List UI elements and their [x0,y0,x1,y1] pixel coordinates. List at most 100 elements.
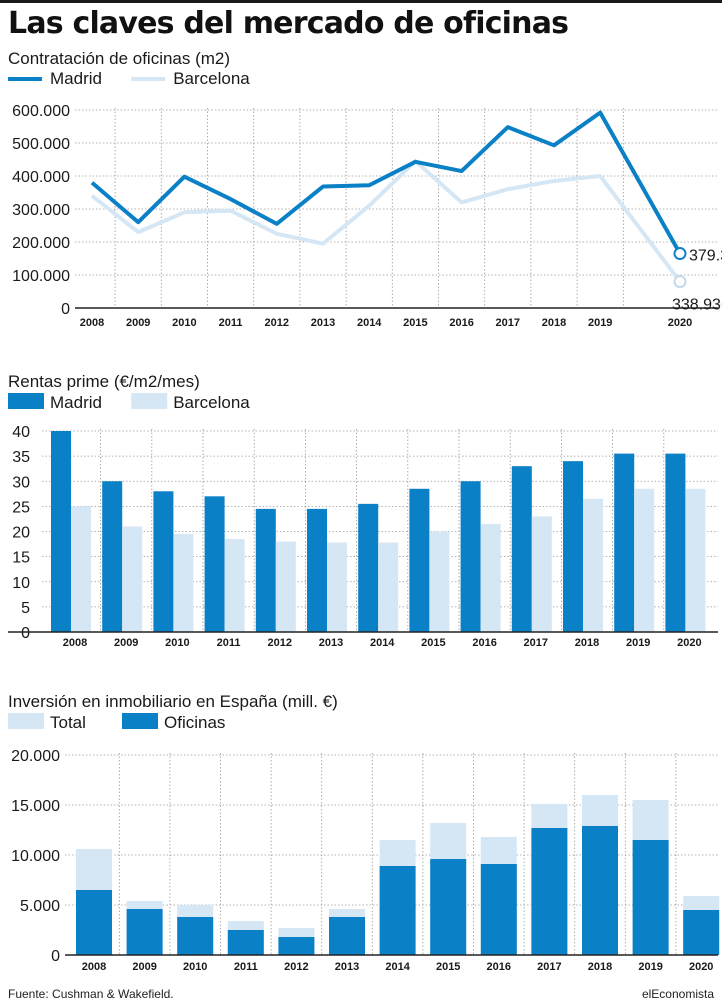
chart-title: Rentas prime (€/m2/mes) [8,372,200,391]
x-tick-label: 2017 [496,317,520,329]
bar-barcelona [583,498,603,632]
source-note: Fuente: Cushman & Wakefield. [8,987,174,1001]
x-tick-label: 2011 [217,637,241,649]
x-tick-label: 2016 [472,637,496,649]
y-tick-label: 15.000 [11,798,60,815]
bar-barcelona [71,506,91,632]
x-tick-label: 2018 [588,961,612,973]
chart-title: Inversión en inmobiliario en España (mil… [8,692,338,711]
y-tick-label: 0 [21,625,30,642]
bar-oficinas [430,859,467,955]
y-tick-label: 100.000 [12,268,70,285]
bar-barcelona [531,516,552,632]
y-tick-label: 20 [12,525,30,542]
x-tick-label: 2008 [80,317,104,329]
legend-swatch [8,713,44,729]
bar-oficinas [329,917,365,955]
bar-barcelona [634,488,655,632]
bar-oficinas [177,917,214,955]
y-tick-label: 20.000 [11,748,60,765]
bar-oficinas [683,910,720,955]
bar-barcelona [224,539,245,632]
y-tick-label: 0 [51,948,60,965]
x-tick-label: 2020 [677,637,701,649]
series-line-madrid [90,110,682,255]
y-tick-label: 5 [21,600,30,617]
bar-madrid [511,466,532,632]
y-tick-label: 400.000 [12,169,70,186]
y-tick-label: 25 [12,499,30,516]
y-tick-label: 200.000 [12,235,70,252]
y-tick-label: 600.000 [12,103,70,120]
bar-barcelona [275,541,296,632]
y-tick-label: 40 [12,424,30,441]
x-tick-label: 2008 [63,637,87,649]
x-tick-label: 2015 [403,317,427,329]
x-tick-label: 2010 [172,317,196,329]
x-tick-label: 2015 [436,961,460,973]
chart-title: Contratación de oficinas (m2) [8,49,230,68]
page-title: Las claves del mercado de oficinas [8,6,569,41]
end-value-label: 338.936,4 [672,297,722,314]
y-tick-label: 15 [12,550,30,567]
bar-madrid [307,508,327,632]
bar-madrid [102,481,123,632]
x-tick-label: 2012 [268,637,292,649]
legend-label: Barcelona [173,393,250,412]
charts-canvas: Contratación de oficinas (m2)Madrid Barce… [8,49,722,973]
bar-madrid [563,461,583,632]
bar-oficinas [227,930,264,955]
legend-label: Madrid [50,69,102,88]
x-tick-label: 2010 [183,961,207,973]
x-tick-label: 2016 [487,961,511,973]
x-tick-label: 2013 [311,317,335,329]
bar-madrid [460,481,481,632]
bar-barcelona [122,526,143,632]
x-tick-label: 2012 [284,961,308,973]
x-tick-label: 2013 [319,637,343,649]
x-tick-label: 2016 [449,317,473,329]
bar-barcelona [173,534,194,632]
x-tick-label: 2017 [524,637,548,649]
bar-madrid [614,453,635,632]
x-tick-label: 2014 [370,637,395,649]
bar-oficinas [76,890,112,955]
x-tick-label: 2009 [114,637,138,649]
bar-oficinas [480,864,517,955]
y-tick-label: 0 [61,301,70,318]
x-tick-label: 2018 [542,317,566,329]
y-tick-label: 35 [12,449,30,466]
legend-swatch [8,393,44,409]
y-tick-label: 30 [12,474,30,491]
x-tick-label: 2015 [421,637,445,649]
x-tick-label: 2019 [626,637,650,649]
legend-label: Oficinas [164,713,225,732]
x-tick-label: 2011 [219,317,243,329]
bar-oficinas [582,826,618,955]
bar-madrid [204,496,225,632]
bar-barcelona [429,531,450,632]
bar-barcelona [378,542,399,632]
series-line-barcelona [90,159,682,283]
x-tick-label: 2014 [385,961,410,973]
legend-swatch [122,713,158,729]
legend-swatch [131,393,168,409]
brand-logo: elEconomista [641,987,714,1001]
bar-oficinas [379,866,416,955]
x-tick-label: 2009 [126,317,150,329]
bar-barcelona [480,523,501,632]
end-point-marker [673,247,687,261]
x-tick-label: 2010 [165,637,189,649]
bar-oficinas [531,828,568,955]
y-tick-label: 300.000 [12,202,70,219]
legend-label: Madrid [50,393,102,412]
x-tick-label: 2018 [575,637,599,649]
x-tick-label: 2008 [82,961,106,973]
bar-oficinas [278,937,315,955]
x-tick-label: 2014 [357,317,382,329]
bar-madrid [665,453,686,632]
x-tick-label: 2013 [335,961,359,973]
x-tick-label: 2017 [537,961,561,973]
bar-madrid [409,488,430,632]
x-tick-label: 2019 [588,317,612,329]
